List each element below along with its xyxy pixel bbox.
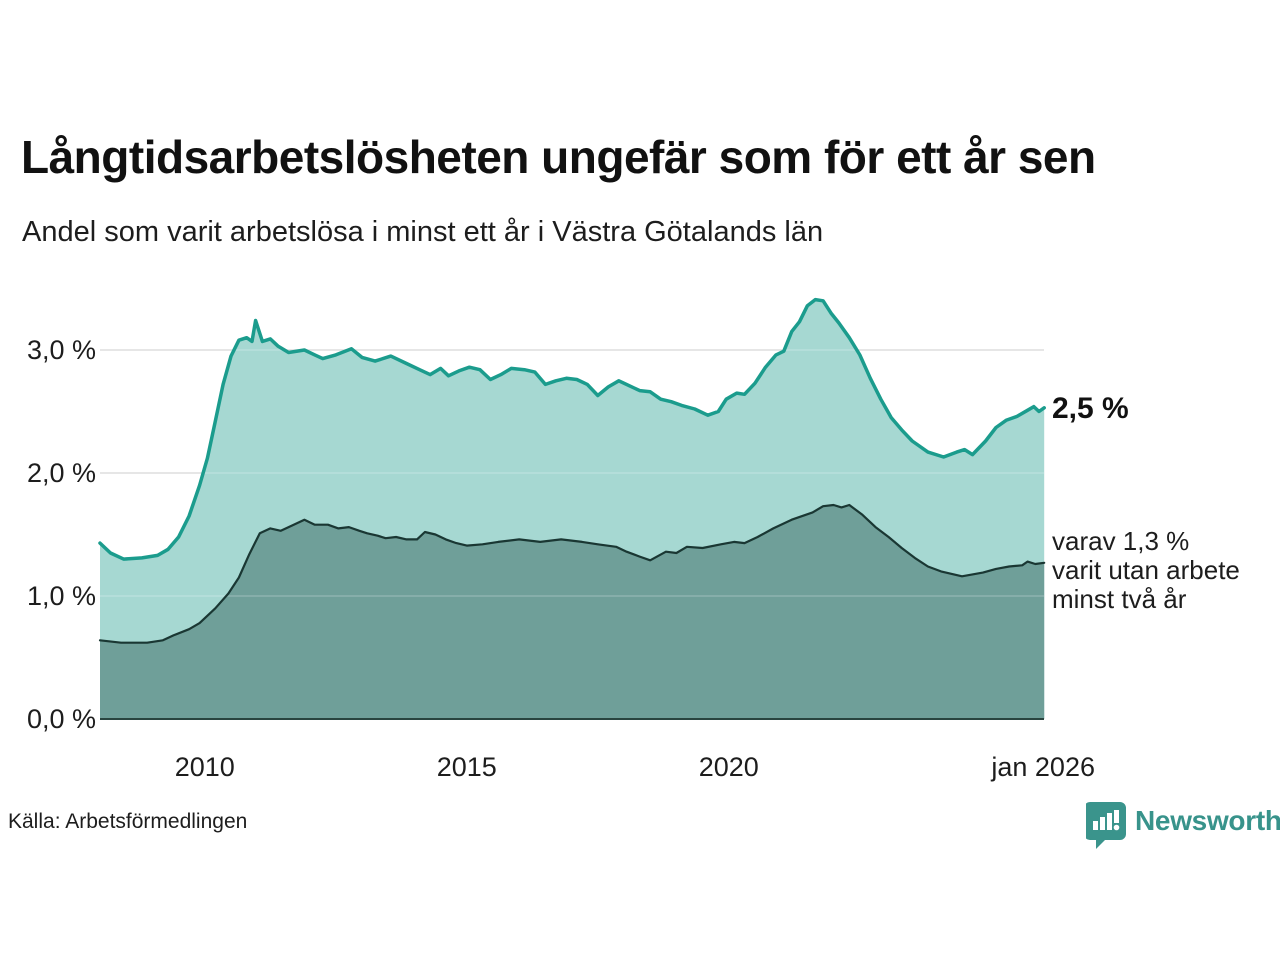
page-title: Långtidsarbetslösheten ungefär som för e…: [21, 131, 1096, 183]
y-tick-label: 2,0 %: [26, 458, 96, 488]
y-tick-label: 3,0 %: [26, 335, 96, 365]
secondary-series-label-line3: minst två år: [1052, 584, 1187, 614]
page-subtitle: Andel som varit arbetslösa i minst ett å…: [22, 216, 824, 248]
series-lines: [98, 297, 1046, 644]
x-tick-label: jan 2026: [991, 752, 1095, 782]
newsworthy-logo: Newsworthy: [1086, 802, 1280, 854]
secondary-series-label-line1: varav 1,3 %: [1052, 526, 1190, 556]
area-fills: [100, 299, 1045, 719]
newsworthy-logo-icon: [1086, 802, 1126, 849]
x-tick-label: 2015: [436, 752, 497, 782]
source-attribution: Källa: Arbetsförmedlingen: [8, 810, 248, 833]
x-tick-label: 2020: [698, 752, 759, 782]
secondary-series-label-line2: varit utan arbete: [1052, 555, 1240, 585]
series-1-line: [98, 297, 1046, 561]
x-tick-label: 2010: [174, 752, 235, 782]
y-tick-label: 0,0 %: [26, 704, 96, 734]
latest-value-label: 2,5 %: [1052, 392, 1129, 425]
newsworthy-logo-text: Newsworthy: [1135, 805, 1280, 836]
secondary-series-label: varav 1,3 % varit utan arbete minst två …: [1052, 527, 1240, 614]
series-2-line: [98, 503, 1046, 644]
gridline-overlays: [100, 349, 1044, 597]
y-tick-label: 1,0 %: [26, 581, 96, 611]
series-2-area: [100, 505, 1045, 719]
